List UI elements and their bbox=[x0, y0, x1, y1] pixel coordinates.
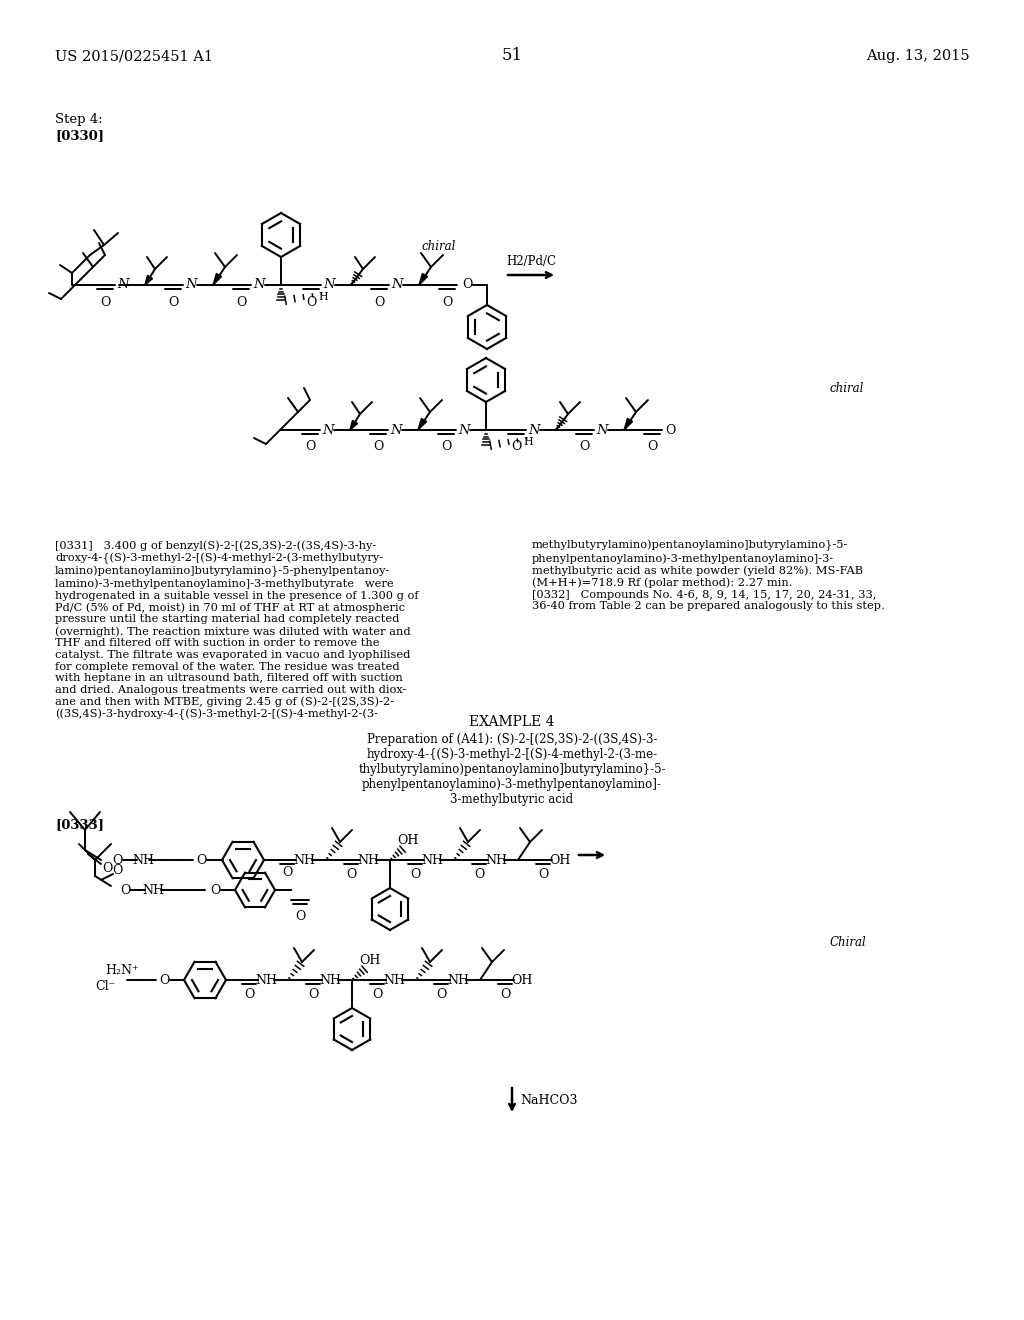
Text: NH: NH bbox=[383, 974, 406, 986]
Text: O: O bbox=[295, 911, 305, 924]
Text: NH: NH bbox=[132, 854, 154, 866]
Text: O: O bbox=[101, 862, 113, 874]
Text: Step 4:: Step 4: bbox=[55, 114, 102, 127]
Text: methylbutyrylamino)pentanoylamino]butyrylamino}-5-
phenylpentanoylamino)-3-methy: methylbutyrylamino)pentanoylamino]butyry… bbox=[532, 540, 885, 611]
Text: NH: NH bbox=[447, 974, 469, 986]
Text: H₂N⁺: H₂N⁺ bbox=[105, 964, 138, 977]
Text: O: O bbox=[474, 869, 484, 882]
Text: US 2015/0225451 A1: US 2015/0225451 A1 bbox=[55, 49, 213, 63]
Text: O: O bbox=[372, 989, 382, 1002]
Text: O: O bbox=[647, 441, 657, 454]
Text: Preparation of (A41): (S)-2-[(2S,3S)-2-((3S,4S)-3-
hydroxy-4-{(S)-3-methyl-2-[(S: Preparation of (A41): (S)-2-[(2S,3S)-2-(… bbox=[358, 733, 666, 807]
Text: O: O bbox=[538, 869, 548, 882]
Text: N: N bbox=[390, 424, 401, 437]
Text: O: O bbox=[159, 974, 169, 986]
Text: NH: NH bbox=[319, 974, 341, 986]
Text: O: O bbox=[665, 424, 675, 437]
Text: O: O bbox=[511, 441, 521, 454]
Text: Cl⁻: Cl⁻ bbox=[95, 979, 116, 993]
Text: N: N bbox=[323, 424, 334, 437]
Text: NH: NH bbox=[255, 974, 278, 986]
Text: N: N bbox=[458, 424, 470, 437]
Text: O: O bbox=[196, 854, 206, 866]
Text: O: O bbox=[210, 883, 220, 896]
Text: O: O bbox=[120, 883, 130, 896]
Text: H: H bbox=[318, 292, 328, 302]
Text: O: O bbox=[579, 441, 589, 454]
Text: O: O bbox=[305, 441, 315, 454]
Text: O: O bbox=[462, 279, 472, 292]
Polygon shape bbox=[350, 420, 357, 430]
Text: OH: OH bbox=[359, 953, 381, 966]
Text: O: O bbox=[500, 989, 510, 1002]
Text: N: N bbox=[253, 279, 265, 292]
Text: NH: NH bbox=[357, 854, 379, 866]
Text: O: O bbox=[306, 296, 316, 309]
Text: EXAMPLE 4: EXAMPLE 4 bbox=[469, 715, 555, 729]
Text: N: N bbox=[528, 424, 540, 437]
Text: O: O bbox=[440, 441, 452, 454]
Polygon shape bbox=[419, 273, 428, 285]
Polygon shape bbox=[418, 418, 427, 430]
Text: N: N bbox=[596, 424, 608, 437]
Text: O: O bbox=[236, 296, 246, 309]
Text: NH: NH bbox=[142, 883, 164, 896]
Text: O: O bbox=[346, 869, 356, 882]
Text: Aug. 13, 2015: Aug. 13, 2015 bbox=[866, 49, 970, 63]
Text: O: O bbox=[112, 854, 122, 866]
Text: N: N bbox=[324, 279, 335, 292]
Text: O: O bbox=[410, 869, 420, 882]
Text: O: O bbox=[308, 989, 318, 1002]
Text: [0333]: [0333] bbox=[55, 818, 104, 832]
Text: O: O bbox=[99, 296, 111, 309]
Text: NaHCO3: NaHCO3 bbox=[520, 1093, 578, 1106]
Text: H2/Pd/C: H2/Pd/C bbox=[506, 255, 556, 268]
Text: N: N bbox=[185, 279, 197, 292]
Polygon shape bbox=[624, 418, 633, 430]
Text: OH: OH bbox=[511, 974, 532, 986]
Text: 51: 51 bbox=[502, 48, 522, 65]
Text: O: O bbox=[441, 296, 453, 309]
Text: O: O bbox=[244, 989, 254, 1002]
Polygon shape bbox=[213, 273, 221, 285]
Text: NH: NH bbox=[293, 854, 315, 866]
Text: NH: NH bbox=[485, 854, 507, 866]
Text: N: N bbox=[117, 279, 129, 292]
Text: OH: OH bbox=[397, 833, 419, 846]
Text: O: O bbox=[112, 863, 122, 876]
Text: chiral: chiral bbox=[830, 381, 864, 395]
Text: O: O bbox=[282, 866, 292, 879]
Text: chiral: chiral bbox=[422, 240, 457, 253]
Text: N: N bbox=[391, 279, 402, 292]
Text: O: O bbox=[374, 296, 384, 309]
Text: Chiral: Chiral bbox=[830, 936, 866, 949]
Text: OH: OH bbox=[549, 854, 570, 866]
Text: H: H bbox=[523, 437, 532, 447]
Text: O: O bbox=[373, 441, 383, 454]
Text: [0330]: [0330] bbox=[55, 129, 104, 143]
Text: O: O bbox=[436, 989, 446, 1002]
Polygon shape bbox=[145, 276, 153, 285]
Text: NH: NH bbox=[421, 854, 443, 866]
Text: O: O bbox=[168, 296, 178, 309]
Text: [0331]   3.400 g of benzyl(S)-2-[(2S,3S)-2-((3S,4S)-3-hy-
droxy-4-{(S)-3-methyl-: [0331] 3.400 g of benzyl(S)-2-[(2S,3S)-2… bbox=[55, 540, 419, 719]
